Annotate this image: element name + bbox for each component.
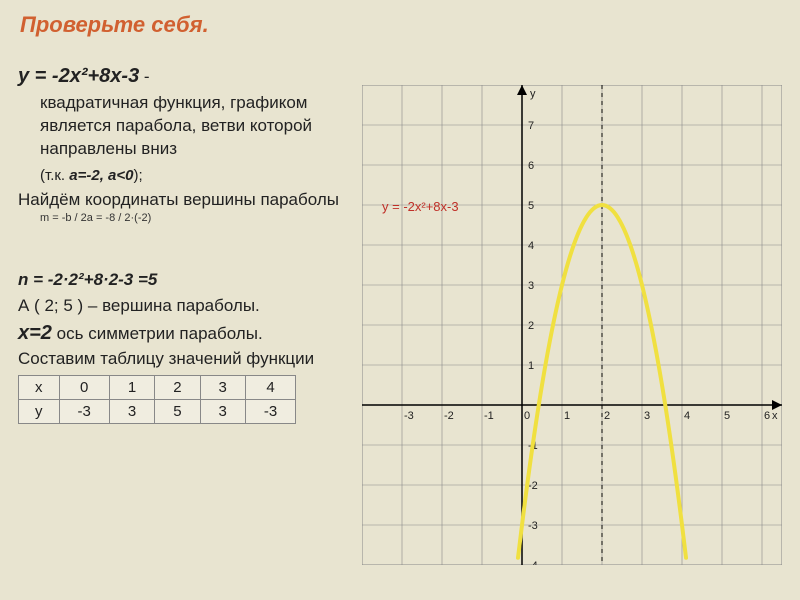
parabola-chart: -3-2-10123456-4-3-2-11234567xy: [362, 85, 782, 565]
vertex-point: А ( 2; 5 ) – вершина параболы.: [18, 296, 348, 316]
table-cell: 1: [109, 375, 154, 399]
table-header-y: y: [19, 399, 60, 423]
svg-text:x: x: [772, 410, 778, 422]
chart-container: -3-2-10123456-4-3-2-11234567xy y = -2x²+…: [362, 85, 782, 565]
m-formula: m = -b / 2a = -8 / 2·(-2): [40, 212, 348, 224]
svg-text:1: 1: [564, 410, 570, 422]
symmetry-axis-line: x=2 ось симметрии параболы.: [18, 322, 348, 345]
table-row-y: y -3 3 5 3 -3: [19, 399, 296, 423]
svg-text:2: 2: [528, 320, 534, 332]
svg-text:-3: -3: [404, 410, 414, 422]
table-cell: -3: [59, 399, 109, 423]
table-cell: 3: [200, 399, 245, 423]
condition-prefix: (т.к.: [40, 167, 69, 184]
page-title: Проверьте себя.: [20, 12, 209, 38]
table-intro: Составим таблицу значений функции: [18, 349, 348, 369]
svg-text:y: y: [530, 88, 536, 100]
svg-text:2: 2: [604, 410, 610, 422]
svg-text:-3: -3: [528, 520, 538, 532]
svg-text:7: 7: [528, 120, 534, 132]
x2-equation: x=2: [18, 322, 52, 344]
left-panel: y = -2x²+8x-3 - квадратичная функция, гр…: [18, 65, 348, 424]
find-vertex-text: Найдём координаты вершины параболы: [18, 190, 348, 210]
table-cell: 3: [200, 375, 245, 399]
condition-text: (т.к. а=-2, а<0);: [40, 167, 348, 184]
table-row-x: x 0 1 2 3 4: [19, 375, 296, 399]
condition-suffix: );: [134, 167, 143, 184]
equation-dash: -: [139, 67, 149, 86]
svg-text:-2: -2: [444, 410, 454, 422]
n-calculation: n = -2·2²+8·2-3 =5: [18, 270, 348, 290]
table-cell: 5: [155, 399, 200, 423]
table-cell: 0: [59, 375, 109, 399]
equation-line: y = -2x²+8x-3 -: [18, 65, 348, 88]
svg-text:4: 4: [684, 410, 690, 422]
table-cell: 3: [109, 399, 154, 423]
equation-text: y = -2x²+8x-3: [18, 65, 139, 87]
table-cell: -3: [245, 399, 295, 423]
table-cell: 2: [155, 375, 200, 399]
svg-text:-4: -4: [528, 560, 538, 565]
svg-text:5: 5: [724, 410, 730, 422]
function-label: y = -2x²+8x-3: [382, 199, 459, 214]
table-cell: 4: [245, 375, 295, 399]
values-table: x 0 1 2 3 4 y -3 3 5 3 -3: [18, 375, 296, 424]
table-header-x: x: [19, 375, 60, 399]
svg-text:0: 0: [524, 410, 530, 422]
svg-text:5: 5: [528, 200, 534, 212]
svg-text:1: 1: [528, 360, 534, 372]
svg-text:6: 6: [528, 160, 534, 172]
condition-italic: а=-2, а<0: [69, 167, 133, 184]
svg-text:-1: -1: [484, 410, 494, 422]
svg-text:4: 4: [528, 240, 534, 252]
x2-rest: ось симметрии параболы.: [52, 324, 263, 343]
svg-text:3: 3: [528, 280, 534, 292]
svg-text:3: 3: [644, 410, 650, 422]
function-description: квадратичная функция, графиком является …: [40, 92, 348, 161]
svg-text:6: 6: [764, 410, 770, 422]
